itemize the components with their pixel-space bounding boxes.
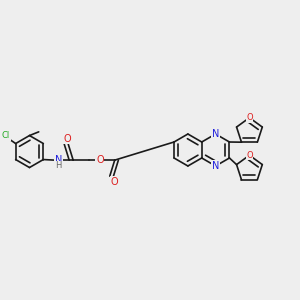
Text: O: O xyxy=(246,113,253,122)
Text: O: O xyxy=(96,155,104,165)
Text: O: O xyxy=(110,177,118,187)
Text: Cl: Cl xyxy=(2,131,10,140)
Text: O: O xyxy=(63,134,71,144)
Text: N: N xyxy=(212,129,219,139)
Text: H: H xyxy=(55,161,61,170)
Text: N: N xyxy=(212,161,219,171)
Text: N: N xyxy=(55,155,62,165)
Text: O: O xyxy=(246,151,253,160)
